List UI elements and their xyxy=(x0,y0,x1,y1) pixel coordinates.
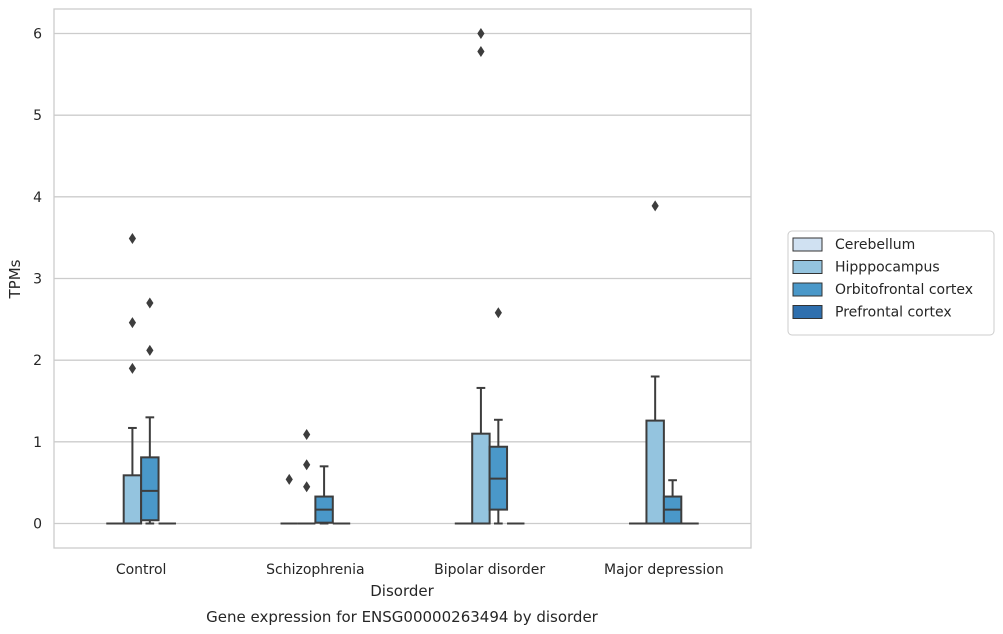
outlier-point xyxy=(128,232,137,244)
grid-lines xyxy=(54,32,751,525)
box-2-2 xyxy=(488,307,509,525)
outlier-point xyxy=(303,459,311,471)
outlier-point xyxy=(128,362,137,374)
y-axis-label: TPMs xyxy=(6,259,24,299)
outlier-point xyxy=(303,481,311,493)
y-tick-label: 0 xyxy=(33,517,42,533)
box-3-2 xyxy=(662,479,683,525)
legend-swatch xyxy=(792,260,823,274)
box-0-1 xyxy=(122,232,143,525)
y-tick-label: 6 xyxy=(33,27,42,43)
box-2-1 xyxy=(471,28,491,525)
x-tick-label: Schizophrenia xyxy=(266,562,364,578)
y-tick-label: 5 xyxy=(33,108,42,124)
box-1-2 xyxy=(314,465,334,525)
outlier-point xyxy=(128,317,137,329)
box-3-1 xyxy=(645,200,665,525)
y-tick-labels: 0 1 2 3 4 5 6 xyxy=(33,27,42,533)
outlier-point xyxy=(285,473,293,485)
box-body xyxy=(471,432,491,525)
outlier-point xyxy=(146,344,154,356)
y-tick-label: 1 xyxy=(33,435,42,451)
outlier-point xyxy=(477,28,485,39)
box-1-1 xyxy=(297,428,316,525)
legend-swatch xyxy=(792,305,823,319)
outlier-point xyxy=(146,297,154,309)
legend-swatch xyxy=(792,237,823,252)
box-0-2 xyxy=(140,297,160,525)
plot-frame xyxy=(53,8,752,549)
box-body xyxy=(122,474,143,525)
legend-label: Cerebellum xyxy=(835,237,915,253)
x-tick-label: Control xyxy=(116,562,167,578)
legend: Cerebellum Hipppocampus Orbitofrontal cort… xyxy=(787,230,995,336)
chart-title: Gene expression for ENSG00000263494 by d… xyxy=(206,608,599,626)
x-tick-label: Bipolar disorder xyxy=(434,562,545,578)
legend-frame xyxy=(787,230,995,336)
legend-label: Orbitofrontal cortex xyxy=(835,282,973,298)
outlier-point xyxy=(303,428,311,440)
legend-label: Hipppocampus xyxy=(835,260,940,276)
box-1-0 xyxy=(280,473,298,525)
x-axis-label: Disorder xyxy=(370,582,434,600)
outlier-point xyxy=(494,307,502,319)
legend-swatch xyxy=(792,282,823,297)
box-body xyxy=(645,419,665,525)
y-tick-label: 2 xyxy=(33,353,42,369)
legend-label: Prefrontal cortex xyxy=(835,305,952,321)
x-tick-label: Major depression xyxy=(604,562,724,578)
box-body xyxy=(140,456,160,522)
y-tick-label: 4 xyxy=(33,190,42,206)
x-tick-labels: Control Schizophrenia Bipolar disorder Majo… xyxy=(116,562,724,578)
box-plot-marks xyxy=(106,28,699,525)
outlier-point xyxy=(651,200,659,212)
outlier-point xyxy=(477,45,485,57)
y-tick-label: 3 xyxy=(33,272,42,288)
